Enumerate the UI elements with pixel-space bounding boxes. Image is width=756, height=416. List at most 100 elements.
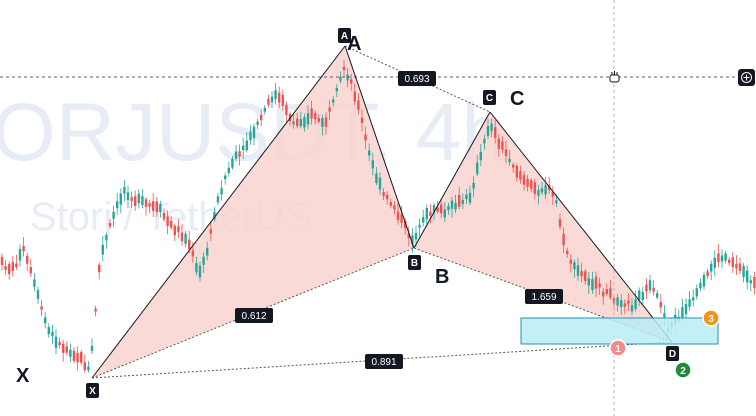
candle-body [36, 290, 40, 299]
candle-body [479, 151, 482, 161]
candle-body [749, 280, 752, 284]
candle-body [116, 201, 119, 209]
candle-body [296, 118, 299, 127]
candle-body [465, 194, 468, 200]
candle-body [638, 290, 641, 301]
candle-body [713, 257, 716, 268]
pattern-bcd-fill [414, 112, 672, 342]
candle-body [94, 308, 97, 312]
candle-body [656, 293, 659, 298]
candle-body [695, 288, 698, 297]
point-tag-d[interactable]: D [666, 346, 679, 361]
candle-body [630, 305, 634, 312]
candle-body [274, 90, 277, 100]
candle-body [591, 279, 594, 291]
candle-body [134, 196, 137, 206]
candlestick-series [0, 59, 756, 374]
candle-body [486, 126, 490, 136]
candle-body [234, 151, 238, 159]
candle-body [260, 114, 263, 121]
candle-body [353, 91, 356, 102]
candle-body [26, 255, 29, 264]
candle-body [44, 317, 47, 324]
candle-body [29, 267, 32, 274]
candle-body [717, 253, 720, 263]
candle-body [62, 343, 65, 353]
candle-body [436, 207, 439, 212]
marker-3[interactable]: 3 [702, 309, 720, 327]
candle-body [652, 287, 655, 292]
candle-body [706, 271, 709, 276]
point-letter-b: B [435, 266, 449, 288]
svg-text:0.612: 0.612 [241, 311, 266, 322]
candle-body [404, 221, 407, 229]
candle-body [728, 259, 731, 264]
leg-ac-dotted [344, 45, 491, 113]
candle-body [213, 212, 216, 220]
candle-body [18, 249, 22, 261]
marker-1[interactable]: 1 [609, 339, 627, 357]
svg-text:D: D [669, 349, 676, 360]
candle-body [155, 201, 158, 212]
candle-body [285, 104, 288, 115]
leg-ab[interactable] [344, 45, 415, 249]
candle-body [303, 117, 306, 128]
point-tag-b[interactable]: B [408, 255, 421, 270]
leg-cd[interactable] [489, 111, 673, 343]
candle-body [317, 118, 320, 122]
candle-body [119, 193, 122, 205]
point-tag-c[interactable]: C [483, 90, 496, 105]
svg-text:2: 2 [680, 366, 686, 377]
leg-xa[interactable] [91, 45, 346, 379]
candle-body [684, 304, 688, 314]
candle-body [332, 99, 335, 103]
candle-body [540, 188, 544, 193]
candle-body [699, 282, 702, 289]
candle-body [634, 299, 637, 309]
candle-body [501, 141, 504, 150]
candle-body [710, 263, 713, 272]
candle-body [602, 291, 605, 297]
candle-body [519, 171, 522, 180]
candle-body [389, 202, 392, 206]
candle-body [270, 96, 274, 103]
candle-body [335, 88, 338, 92]
candle-body [476, 162, 479, 174]
candle-body [555, 200, 558, 204]
candle-body [731, 257, 734, 268]
candle-body [216, 196, 220, 203]
candle-body [328, 107, 331, 112]
candle-body [663, 313, 666, 318]
candle-body [425, 208, 428, 220]
candle-body [573, 262, 576, 270]
point-tag-a[interactable]: A [338, 28, 351, 43]
candle-body [112, 211, 115, 219]
candle-body [400, 214, 403, 223]
svg-text:X: X [89, 386, 96, 397]
candle-body [483, 138, 486, 144]
candle-body [544, 185, 547, 195]
candle-body [238, 151, 241, 157]
candle-body [360, 117, 364, 123]
candle-body [512, 164, 515, 168]
candle-body [90, 345, 94, 351]
leg-bc[interactable] [413, 111, 491, 249]
ratio-label-xb: 0.612 [235, 308, 273, 323]
candle-body [580, 271, 583, 277]
svg-text:A: A [341, 31, 348, 42]
candle-body [569, 259, 572, 264]
candle-body [692, 297, 695, 301]
candle-body [306, 113, 310, 125]
candle-body [378, 177, 382, 190]
candle-body [173, 225, 176, 236]
candle-body [576, 265, 580, 276]
marker-2[interactable]: 2 [674, 361, 692, 379]
candle-body [526, 178, 529, 187]
add-plus-button[interactable] [738, 69, 755, 86]
candle-body [396, 211, 400, 220]
candle-body [198, 265, 202, 278]
candle-body [98, 264, 101, 273]
point-tag-x[interactable]: X [86, 383, 99, 398]
